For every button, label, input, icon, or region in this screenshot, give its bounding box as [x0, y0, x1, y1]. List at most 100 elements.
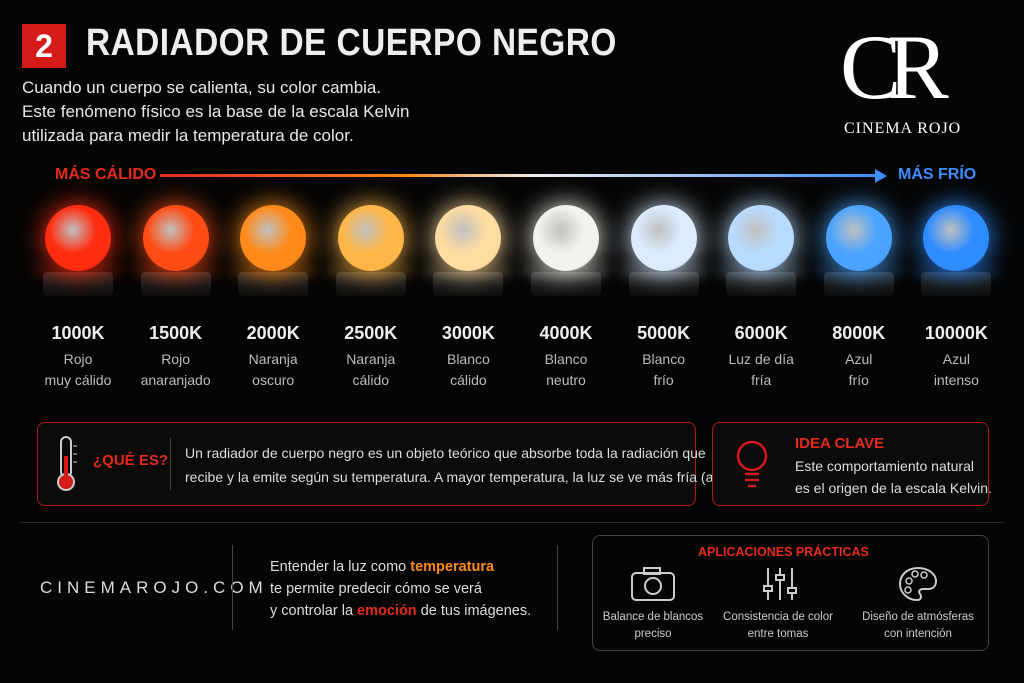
what-is-text: recibe y la emite según su temperatura. … — [185, 469, 740, 485]
bulb-description: cálido — [450, 372, 487, 388]
application-text: Diseño de atmósferas — [862, 611, 974, 623]
kelvin-label: 10000K — [924, 323, 988, 343]
bulb-light-pool — [33, 266, 123, 276]
bulb-description: Naranja — [346, 351, 396, 367]
bulb — [728, 205, 795, 271]
message-line: te permite predecir cómo se verá — [270, 581, 482, 597]
bulb-description: Rojo — [63, 351, 93, 367]
website: CINEMAROJO.COM — [40, 578, 268, 597]
bulb — [630, 205, 697, 271]
bulb-base — [823, 272, 894, 296]
bulb-description: Blanco — [642, 351, 685, 367]
bulb-description: Blanco — [446, 351, 490, 367]
arrow — [160, 174, 878, 177]
arrow-head — [875, 169, 887, 183]
bulb-description: muy cálido — [44, 372, 112, 388]
application-text: con intención — [884, 628, 952, 640]
bulb-description: Blanco — [544, 351, 588, 367]
bulb-icon — [736, 440, 768, 488]
bulb — [45, 205, 111, 271]
bulb-light-pool — [716, 266, 807, 276]
bulb-description: oscuro — [252, 372, 295, 388]
kelvin-label: 6000K — [734, 323, 788, 343]
camera-icon — [631, 567, 675, 601]
bulb-light-pool — [423, 266, 514, 276]
bulb-base — [628, 272, 699, 296]
bulb-description: neutro — [546, 372, 586, 388]
bulb — [923, 205, 990, 271]
logo-monogram: CR — [840, 16, 949, 118]
separator — [20, 522, 1004, 523]
palette-icon — [898, 566, 938, 602]
bulb — [533, 205, 599, 271]
bulb-light-pool — [130, 266, 221, 276]
what-is-heading: ¿QUÉ ES? — [93, 452, 169, 469]
bulb-description: Azul — [845, 351, 873, 367]
intro-line: utilizada para medir la temperatura de c… — [22, 126, 354, 145]
bulb-description: intenso — [933, 372, 979, 388]
bulb-light-pool — [813, 266, 904, 276]
bulb-base — [140, 272, 211, 296]
bulb-light-pool — [911, 266, 1002, 276]
message-line: y controlar la emoción de tus imágenes. — [270, 603, 531, 619]
kelvin-label: 4000K — [539, 323, 593, 343]
kelvin-label: 1000K — [51, 323, 105, 343]
thermometer-icon — [57, 436, 77, 491]
warm-label: MÁS CÁLIDO — [55, 166, 157, 183]
bulb — [337, 205, 404, 271]
intro-line: Cuando un cuerpo se calienta, su color c… — [22, 78, 382, 97]
bulb-description: Naranja — [248, 351, 298, 367]
highlight: temperatura — [410, 559, 495, 575]
text: y controlar la — [270, 603, 358, 619]
bulb — [240, 205, 307, 271]
bulb — [825, 205, 892, 271]
bulb-base — [531, 272, 601, 296]
key-idea-text: Este comportamiento natural — [795, 458, 974, 474]
what-is-text: Un radiador de cuerpo negro es un objeto… — [185, 445, 706, 461]
cool-label: MÁS FRÍO — [898, 166, 977, 183]
bulb-description: fría — [751, 372, 772, 388]
application-text: preciso — [634, 628, 672, 640]
bulb-description: cálido — [352, 372, 390, 388]
text: Entender la luz como — [270, 559, 411, 575]
bulb-description: frío — [653, 372, 674, 388]
kelvin-label: 8000K — [832, 323, 886, 343]
bulb-description: frío — [848, 372, 869, 388]
bulb-description: Rojo — [161, 351, 190, 367]
application-text: Consistencia de color — [723, 611, 833, 623]
bulb-light-pool — [618, 266, 709, 276]
key-idea-box — [712, 422, 989, 506]
applications-box — [592, 535, 989, 651]
bulb-base — [433, 272, 504, 296]
kelvin-label: 1500K — [149, 323, 203, 343]
bulb-light-pool — [325, 266, 416, 276]
kelvin-label: 2500K — [344, 323, 398, 343]
bulb — [435, 205, 502, 271]
divider — [557, 545, 558, 630]
message-line: Entender la luz como temperatura — [270, 559, 494, 575]
sliders-icon — [763, 568, 797, 600]
divider — [170, 438, 171, 490]
what-is-box — [37, 422, 696, 506]
bulb-base — [921, 272, 992, 296]
bulb-base — [238, 272, 309, 296]
key-idea-heading: IDEA CLAVE — [795, 435, 885, 452]
kelvin-label: 5000K — [637, 323, 691, 343]
divider — [232, 545, 233, 630]
application-text: Balance de blancos — [602, 611, 704, 623]
title: RADIADOR DE CUERPO NEGRO — [86, 22, 617, 64]
applications-title: APLICACIONES PRÁCTICAS — [698, 545, 869, 559]
section-number: 2 — [22, 24, 66, 68]
bulb-light-pool — [521, 266, 611, 276]
bulb-description: Luz de día — [728, 351, 794, 367]
application-text: entre tomas — [747, 628, 809, 640]
bulb-light-pool — [228, 266, 319, 276]
kelvin-label: 2000K — [246, 323, 300, 343]
highlight: emoción — [357, 603, 417, 619]
logo-name: CINEMA ROJO — [844, 120, 962, 137]
bulb — [142, 205, 209, 271]
bulb-description: Azul — [942, 351, 970, 367]
bulb-base — [726, 272, 797, 296]
text: de tus imágenes. — [416, 603, 532, 619]
